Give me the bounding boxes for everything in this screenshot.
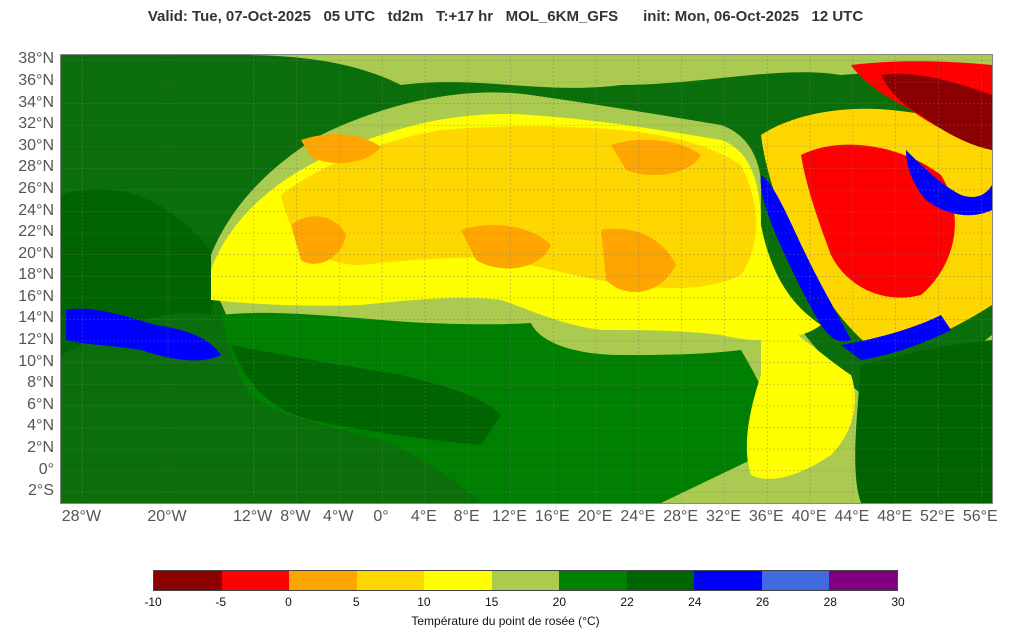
colorbar-tick-label: 30 [891, 595, 905, 609]
lat-tick-label: 36°N [18, 71, 54, 89]
lat-tick-label: 4°N [27, 417, 54, 435]
dewpoint-map [60, 54, 993, 504]
lon-tick-label: 20°E [577, 508, 613, 525]
gulf-of-aden [841, 315, 951, 360]
colorbar-tick-label: -10 [144, 595, 162, 609]
colorbar-tick-label: 28 [823, 595, 837, 609]
lon-tick-label: 4°W [323, 508, 354, 525]
colorbar-tick-label: 10 [417, 595, 431, 609]
lat-tick-label: 24°N [18, 201, 54, 219]
colorbar-tick-label: 5 [352, 595, 360, 609]
colorbar-segment [154, 571, 222, 590]
colorbar-tick-label: 15 [484, 595, 499, 609]
lat-lon-grid [61, 55, 992, 503]
colorbar-tick-label: 22 [620, 595, 634, 609]
orange-patch-libya [611, 139, 701, 175]
orange-patch-mali [291, 216, 346, 264]
lon-tick-label: 12°E [492, 508, 527, 525]
lon-tick-label: 28°W [61, 508, 102, 525]
colorbar-segment [221, 571, 290, 590]
colorbar-tick-label: 24 [688, 595, 702, 609]
west-africa-humid [221, 312, 770, 503]
red-sea [760, 175, 851, 342]
lat-tick-label: 22°N [18, 223, 54, 241]
lat-tick-label: 10°N [18, 352, 54, 370]
lat-tick-label: 26°N [18, 179, 54, 197]
colorbar-segment [829, 571, 898, 590]
lat-tick-label: 38°N [18, 50, 54, 68]
lon-tick-label: 48°E [877, 508, 913, 525]
colorbar-tick-label: 0 [285, 595, 292, 609]
lon-tick-label: 12°W [232, 508, 273, 525]
lon-tick-label: 52°E [920, 508, 955, 525]
lon-tick-label: 8°W [280, 508, 311, 525]
colorbar-tick-label: -5 [215, 595, 227, 609]
lat-tick-label: 8°N [27, 374, 54, 392]
lon-tick-label: 24°E [620, 508, 656, 525]
map-title: Valid: Tue, 07-Oct-2025 05 UTC td2m T:+1… [147, 8, 864, 25]
lat-tick-label: 32°N [18, 115, 54, 133]
lon-tick-label: 8°E [453, 508, 480, 525]
lat-tick-label: 30°N [18, 136, 54, 154]
lon-tick-label: 0° [373, 508, 389, 525]
colorbar-segment [559, 571, 627, 590]
lon-tick-label: 40°E [791, 508, 827, 525]
lat-tick-label: 18°N [18, 266, 54, 284]
colorbar-segment [694, 571, 762, 590]
lat-tick-label: 20°N [18, 244, 54, 262]
horn-dry-area [746, 315, 855, 479]
colorbar-segment [491, 571, 560, 590]
guinea-coast-humid [231, 345, 501, 445]
lon-tick-label: 4°E [410, 508, 437, 525]
colorbar-segment [289, 571, 357, 590]
lat-tick-label: 12°N [18, 331, 54, 349]
colorbar-tick-label: 20 [552, 595, 567, 609]
lon-tick-label: 32°E [706, 508, 741, 525]
orange-patch-algeria [301, 134, 381, 163]
lat-tick-label: 28°N [18, 158, 54, 176]
lon-tick-label: 28°E [663, 508, 699, 525]
lon-tick-label: 44°E [834, 508, 870, 525]
lat-tick-label: 14°N [18, 309, 54, 327]
indian-ocean [855, 340, 992, 503]
lon-tick-label: 36°E [748, 508, 784, 525]
persian-gulf [906, 150, 992, 216]
dewpoint-map-canvas [61, 55, 992, 503]
colorbar-segment [424, 571, 492, 590]
orange-patch-niger [461, 225, 551, 269]
colorbar-segment [356, 571, 425, 590]
colorbar-segment [761, 571, 830, 590]
colorbar-segment [626, 571, 695, 590]
lon-tick-label: 56°E [962, 508, 998, 525]
lat-tick-label: 6°N [27, 395, 54, 413]
lat-tick-label: 2°S [28, 482, 54, 500]
atlantic-blue-patch [66, 308, 221, 361]
lon-tick-label: 20°W [147, 508, 187, 525]
colorbar-label: Température du point de rosée (°C) [411, 614, 600, 628]
colorbar [153, 570, 898, 591]
lat-tick-label: 34°N [18, 93, 54, 111]
lon-tick-label: 16°E [534, 508, 570, 525]
lat-tick-label: 0° [38, 460, 54, 478]
iraq-darkred [881, 73, 992, 150]
lat-tick-label: 2°N [27, 439, 54, 457]
colorbar-tick-label: 26 [755, 595, 770, 609]
lat-tick-label: 16°N [18, 287, 54, 305]
europe-land [61, 55, 992, 95]
